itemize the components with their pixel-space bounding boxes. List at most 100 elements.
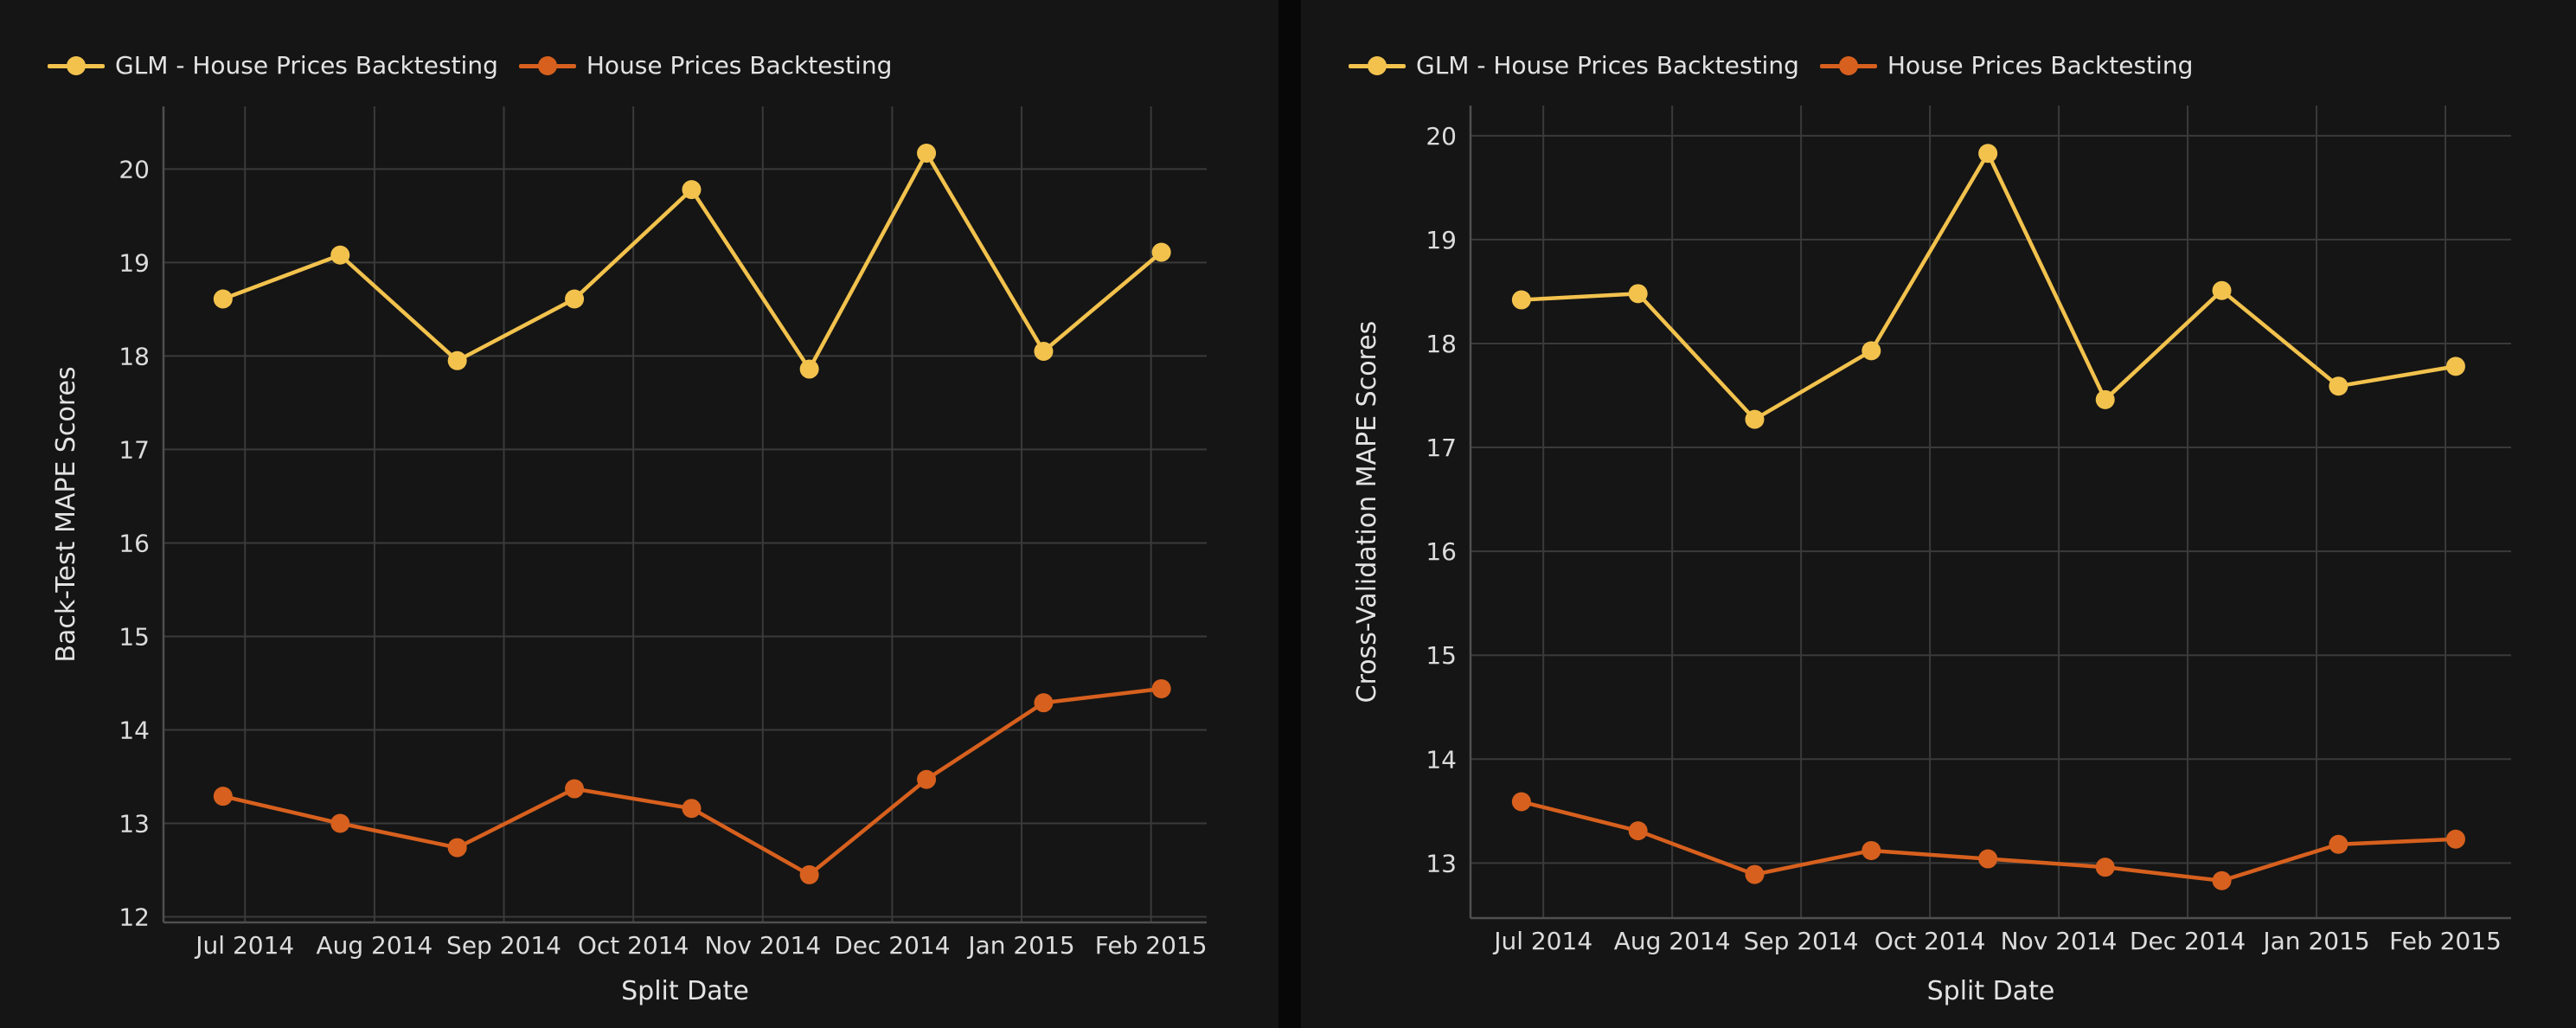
y-tick-label: 15 [119,622,150,651]
data-point-marker [2329,376,2349,396]
legend: GLM - House Prices Backtesting House Pri… [1349,48,2193,83]
series-line [1519,151,2458,421]
data-point-marker [2445,357,2465,376]
data-point-marker [565,779,585,799]
data-point-marker [1034,342,1054,362]
data-point-marker [1862,341,1881,361]
cross-validation-mape-line-chart: Jul 2014 Aug 2014 Sep 2014 Oct 2014 Nov 2014… [1352,106,2511,1006]
data-point-marker [1511,792,1531,812]
data-point-marker [1628,821,1648,841]
series-actual [1511,792,2465,890]
tick-labels: Jul 2014 Aug 2014 Sep 2014 Oct 2014 Nov 2014… [119,155,1207,960]
gridlines [163,106,1207,922]
backtest-mape-line-chart: Jul 2014 Aug 2014 Sep 2014 Oct 2014 Nov 2014… [51,106,1208,1006]
data-point-marker [917,144,937,164]
y-tick-label: 13 [1426,849,1457,877]
x-tick-label: Jan 2015 [966,931,1074,960]
data-point-marker [2095,389,2115,409]
x-tick-label: Jul 2014 [194,931,294,960]
x-tick-label: Sep 2014 [446,931,561,960]
data-point-marker [330,245,350,265]
glm-line-marker-icon [48,56,105,75]
y-tick-label: 18 [119,342,150,370]
y-tick-label: 14 [119,716,150,744]
data-point-marker [2445,829,2465,849]
x-tick-label: Oct 2014 [578,931,689,960]
legend: GLM - House Prices Backtesting House Pri… [48,48,892,83]
y-tick-label: 20 [119,155,150,183]
data-point-marker [682,180,702,200]
y-tick-label: 16 [119,529,150,557]
legend-label-glm: GLM - House Prices Backtesting [115,51,498,80]
actual-line-marker-icon [1819,56,1877,75]
y-tick-label: 17 [119,435,150,464]
data-point-marker [447,350,467,370]
legend-item-glm: GLM - House Prices Backtesting [48,48,498,83]
series-line [1519,800,2458,883]
x-tick-label: Aug 2014 [1614,927,1731,955]
data-point-marker [1745,409,1765,429]
data-point-marker [1628,284,1648,304]
x-tick-label: Nov 2014 [2001,927,2118,955]
data-point-marker [213,787,233,806]
axis-labels: Split Date Back-Test MAPE Scores [51,366,749,1006]
series-line [221,686,1163,877]
x-tick-label: Nov 2014 [704,931,821,960]
y-tick-label: 15 [1426,641,1457,670]
data-point-marker [2212,280,2232,300]
y-axis-label: Cross-Validation MAPE Scores [1352,321,1382,704]
data-point-marker [2329,834,2349,854]
x-tick-label: Feb 2015 [2389,927,2502,955]
data-point-marker [1511,290,1531,310]
x-tick-label: Jul 2014 [1492,927,1592,955]
data-point-marker [2212,871,2232,890]
x-tick-label: Sep 2014 [1744,927,1859,955]
data-point-marker [1978,144,1998,164]
data-point-marker [330,813,350,833]
y-tick-label: 13 [119,810,150,838]
actual-line-marker-icon [518,56,576,75]
x-tick-label: Aug 2014 [316,931,433,960]
y-tick-label: 20 [1426,122,1457,151]
legend-label-actual: House Prices Backtesting [1887,51,2194,80]
y-tick-label: 19 [119,248,150,277]
data-point-marker [1862,840,1881,860]
y-axis-label: Back-Test MAPE Scores [51,366,81,662]
data-point-marker [1978,849,1998,869]
gridlines [1471,106,2511,918]
x-tick-label: Oct 2014 [1874,927,1986,955]
data-point-marker [682,799,702,819]
x-axis-label: Split Date [1927,976,2055,1006]
series-glm [213,144,1171,379]
x-tick-label: Jan 2015 [2261,927,2369,955]
legend-label-actual: House Prices Backtesting [586,51,893,80]
data-point-marker [213,289,233,309]
y-tick-label: 14 [1426,745,1457,774]
x-tick-label: Feb 2015 [1095,931,1208,960]
backtest-chart-panel: GLM - House Prices Backtesting House Pri… [0,0,1278,1028]
data-point-marker [799,359,819,379]
data-point-marker [1034,693,1054,713]
glm-line-marker-icon [1349,56,1406,75]
legend-label-glm: GLM - House Prices Backtesting [1416,51,1799,80]
data-point-marker [1151,678,1171,698]
data-point-marker [1151,242,1171,262]
y-tick-label: 12 [119,903,150,932]
x-axis-label: Split Date [621,976,749,1006]
data-point-marker [1745,864,1765,884]
series-glm [1511,144,2465,429]
y-tick-label: 17 [1426,434,1457,462]
axis-labels: Split Date Cross-Validation MAPE Scores [1352,321,2054,1006]
data-point-marker [565,289,585,309]
data-point-marker [917,769,937,789]
x-tick-label: Dec 2014 [2130,927,2246,955]
cross-validation-chart-panel: GLM - House Prices Backtesting House Pri… [1301,0,2576,1028]
axes-spines [1469,106,2511,920]
data-point-marker [447,838,467,858]
tick-labels: Jul 2014 Aug 2014 Sep 2014 Oct 2014 Nov 2014… [1426,122,2502,955]
x-tick-label: Dec 2014 [834,931,950,960]
series-actual [213,678,1171,884]
data-point-marker [799,864,819,884]
axes-spines [162,106,1207,924]
